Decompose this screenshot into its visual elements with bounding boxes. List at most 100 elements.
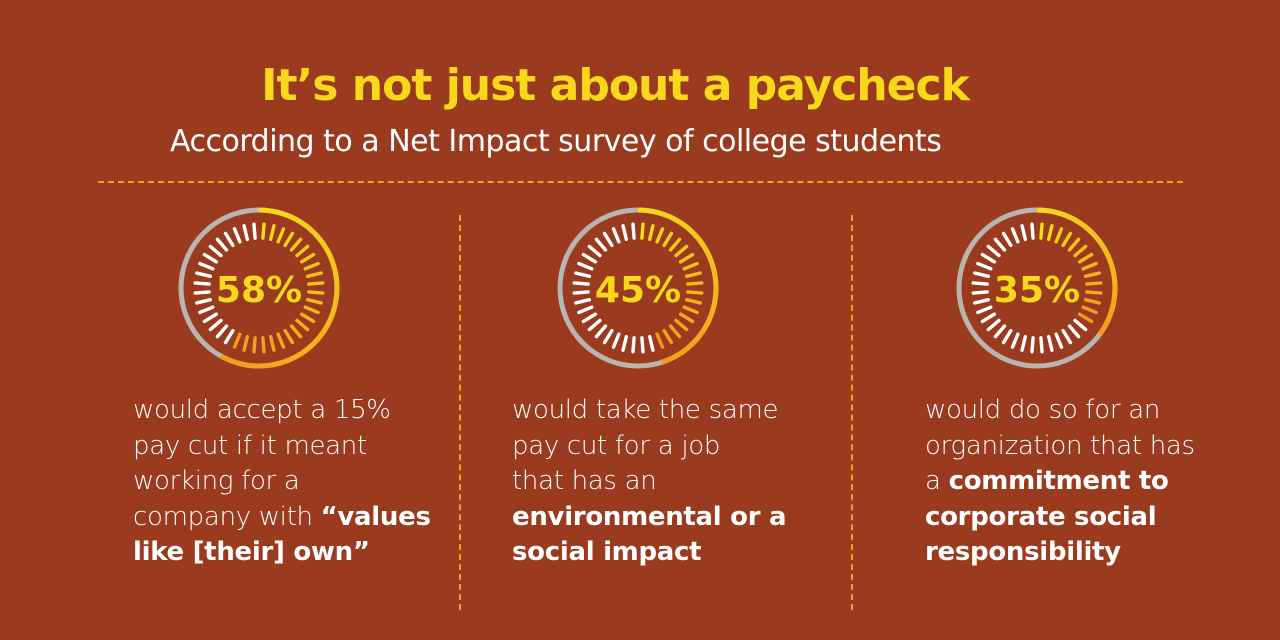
gauge-2-ticks — [572, 222, 704, 354]
desc-2-line-5: social impact — [512, 537, 702, 567]
gauge-tick — [299, 252, 316, 264]
gauge-tick — [572, 290, 590, 295]
gauge-progress-arc — [1083, 224, 1092, 233]
gauge-tick — [202, 312, 219, 324]
gauge-progress-arc — [283, 355, 296, 364]
gauge-1-value-label: 58% — [216, 270, 302, 311]
gauge-progress-arc — [711, 267, 718, 277]
gauge-tick — [587, 244, 602, 258]
gauge-tick — [602, 328, 614, 345]
gauge-tick — [1030, 336, 1035, 354]
gauge-tick — [289, 237, 303, 252]
gauge-progress-arc — [1103, 317, 1111, 327]
gauge-tick — [307, 281, 325, 286]
gauge-tick — [1077, 252, 1094, 264]
gauge-progress-arc — [275, 358, 287, 367]
gauge-3-svg: 35% — [956, 207, 1118, 369]
gauge-tick — [682, 305, 699, 315]
gauge-progress-arc — [1058, 210, 1067, 218]
gauge-progress-arc — [1048, 208, 1056, 215]
desc-1-line-3: working for a — [133, 466, 300, 496]
gauge-progress-arc — [309, 227, 321, 239]
desc-3-line-1: would do so for an — [925, 395, 1161, 425]
gauge-progress-arc — [307, 338, 319, 350]
gauge-progress-arc — [332, 269, 340, 281]
gauge-tick — [215, 237, 229, 252]
gauge-tick — [268, 334, 276, 352]
gauge-progress-arc — [1095, 236, 1104, 245]
gauge-tick — [640, 336, 645, 354]
gauge-tick — [193, 290, 211, 295]
gauge-progress-arc — [709, 260, 717, 270]
gauge-tick — [252, 222, 257, 240]
gauge-progress-arc — [684, 224, 694, 234]
gauge-progress-arc — [314, 331, 325, 343]
gauge-tick — [662, 328, 674, 345]
gauge-progress-arc — [228, 357, 240, 366]
gauge-progress-arc — [1111, 296, 1117, 304]
gauge-progress-arc — [672, 216, 682, 225]
gauge-tick — [1083, 297, 1101, 305]
gauge-progress-arc — [1087, 228, 1096, 237]
gauge-tick — [577, 305, 594, 315]
gauge-tick — [621, 224, 629, 242]
gauge-tick — [307, 290, 325, 295]
gauge-tick — [223, 231, 235, 248]
gauge-tick — [674, 244, 689, 258]
gauge-tick — [686, 290, 704, 295]
vertical-divider-1 — [459, 215, 461, 610]
gauge-progress-arc — [1108, 307, 1115, 316]
gauge-tick — [295, 318, 310, 332]
gauge-tick — [1061, 328, 1073, 345]
gauge-tick — [668, 324, 682, 339]
gauge-tick — [232, 227, 242, 244]
desc-3-line-3: a commitment to — [925, 466, 1169, 496]
gauge-tick — [976, 305, 993, 315]
gauge-tick — [195, 271, 213, 279]
gauge-tick — [193, 281, 211, 286]
gauge-1-ticks — [193, 222, 325, 354]
desc-1-line-2: pay cut if it meant — [133, 430, 367, 461]
gauge-tick — [647, 334, 655, 352]
gauge-progress-arc — [294, 216, 306, 227]
gauge-tick — [572, 281, 590, 286]
gauge-progress-arc — [247, 362, 258, 369]
gauge-tick — [1010, 227, 1020, 244]
gauge-1-svg: 58% — [178, 207, 340, 369]
gauge-progress-arc — [320, 323, 330, 336]
gauge-tick — [684, 297, 702, 305]
gauge-progress-arc — [1106, 256, 1114, 265]
gauge-tick — [1073, 318, 1088, 332]
gauge-tick — [261, 336, 266, 354]
gauge-tick — [662, 231, 674, 248]
gauge-tick — [1077, 312, 1094, 324]
gauge-progress-arc — [689, 229, 699, 239]
gauge-tick — [668, 237, 682, 252]
gauge-2: 45% — [555, 198, 721, 378]
gauge-progress-arc — [699, 240, 708, 251]
gauge-tick — [655, 332, 665, 349]
gauge-progress-arc — [700, 324, 709, 334]
gauge-tick — [971, 281, 989, 286]
gauge-tick — [303, 305, 320, 315]
gauge-tick — [574, 297, 592, 305]
gauge-progress-arc — [659, 210, 669, 219]
gauge-1-description: would accept a 15% pay cut if it meant w… — [133, 393, 433, 571]
gauge-tick — [684, 271, 702, 279]
gauge-progress-arc — [1064, 212, 1073, 221]
gauge-progress-arc — [1097, 327, 1106, 336]
desc-1-line-1: would accept a 15% — [133, 395, 391, 425]
horizontal-divider — [98, 181, 1183, 183]
gauge-progress-arc — [1111, 273, 1118, 281]
gauge-tick — [980, 252, 997, 264]
gauge-tick — [1067, 237, 1081, 252]
gauge-progress-arc — [660, 357, 670, 365]
gauge-3-ring — [956, 207, 1118, 369]
gauge-progress-arc — [292, 350, 304, 361]
gauge-progress-arc — [1109, 302, 1117, 310]
desc-2-line-4: environmental or a — [512, 501, 787, 532]
gauge-progress-arc — [1101, 246, 1110, 255]
gauge-progress-arc — [258, 207, 270, 214]
gauge-progress-arc — [1098, 241, 1107, 250]
gauge-progress-arc — [333, 288, 340, 300]
